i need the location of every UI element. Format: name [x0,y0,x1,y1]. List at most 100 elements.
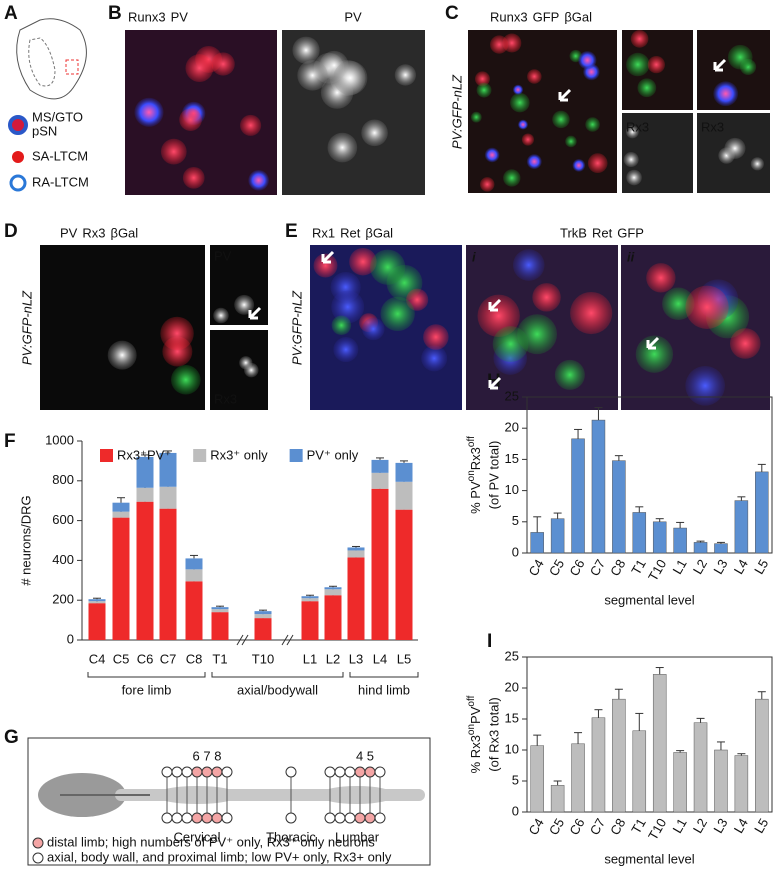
group-bracket [87,672,206,678]
arrow [488,298,502,312]
cell [646,263,676,293]
cell [526,154,542,170]
cell [134,97,164,127]
legend-label: SA-LTCM [32,148,88,163]
bar-segment [324,587,342,590]
y-label-part: off [466,436,477,447]
y-tick-label: 0 [512,803,519,818]
genotype: PV:GFP-nLZ [449,74,464,149]
stain-label: PV [60,225,78,240]
cell [724,137,746,159]
ganglion [334,766,346,778]
y-tick-label: 0 [67,631,74,646]
arrow [646,336,660,350]
x-tick-label: T1 [628,816,649,837]
bar-segment [211,609,229,613]
y-tick-label: 10 [505,741,519,756]
x-tick-label: L2 [690,557,710,577]
bar [755,698,769,813]
y-axis-label: % PVonRx3off [466,436,483,514]
y-axis-label: (of PV total) [486,441,501,510]
genotype: PV:GFP-nLZ [289,290,304,365]
ganglion [181,812,193,824]
bar-segment [395,481,413,510]
ganglion [374,812,386,824]
cell [292,36,320,64]
cell [585,117,600,132]
legend-swatch [193,449,207,462]
x-axis-label: segmental level [604,592,694,607]
stain-label: βGal [365,225,393,240]
cell [297,60,328,91]
ganglion [201,812,213,824]
x-tick-label: L3 [710,557,730,577]
bar [591,717,606,813]
x-tick-label: C6 [137,651,154,666]
cell [635,335,674,373]
cell [552,110,570,129]
bar [530,532,544,554]
bar-segment [136,487,154,502]
micrographs [40,30,770,410]
panel-letter: E [285,221,298,242]
cell [234,294,255,315]
y-tick-label: 0 [512,544,519,559]
stain-label: GFP [617,225,644,240]
inset-label: PV [214,248,232,263]
ganglion [201,766,213,778]
cell [240,114,262,136]
panel-letter: C [445,3,459,24]
inset-label: Rx3 [701,119,724,134]
ganglia [161,766,386,824]
sub-label: i [472,249,476,264]
ganglion [221,812,233,824]
y-tick-label: 400 [52,552,74,567]
bar-segment [301,596,319,599]
legend-swatch [289,449,303,462]
ganglion [285,766,297,778]
cell [565,135,577,148]
bar-segment [301,598,319,602]
y-label-part: % Rx3 [468,735,483,773]
y-tick-label: 5 [512,772,519,787]
y-label-part: PV [468,706,483,724]
gray-matter [28,37,56,87]
group-bracket [211,672,344,678]
cell [587,153,608,173]
bar-segment [347,547,365,551]
legend-swatch [100,449,113,462]
cell [361,119,388,147]
stain-label: βGal [564,9,592,24]
legend-dot [8,115,28,135]
y-tick-label: 5 [512,513,519,528]
ganglion [324,766,336,778]
cell [470,111,482,123]
cell [394,64,417,86]
y-label-part: on [466,724,477,735]
bar-segment [112,511,130,518]
bar [612,460,626,554]
legend-label: MS/GTO [32,109,83,124]
bar-segment [88,601,106,604]
cell [570,291,613,335]
stain-label: PV [171,9,189,24]
legend-label: PV⁺ only [307,447,359,462]
bar-segment [112,502,130,512]
ganglion [161,812,173,824]
bar [550,518,565,554]
stain-label: Ret [592,225,613,240]
cell [331,315,352,336]
stain-label: Ret [340,225,361,240]
bar-segment [88,599,106,602]
cell [625,125,639,139]
bar-segment [324,589,342,596]
bar-segment [185,581,203,640]
y-tick-label: 15 [505,710,519,725]
cell [727,44,753,70]
bar-segment [136,501,154,640]
cell [730,328,761,359]
arrow [488,376,502,390]
bar-segment [254,618,272,640]
x-tick-label: T1 [212,651,227,666]
